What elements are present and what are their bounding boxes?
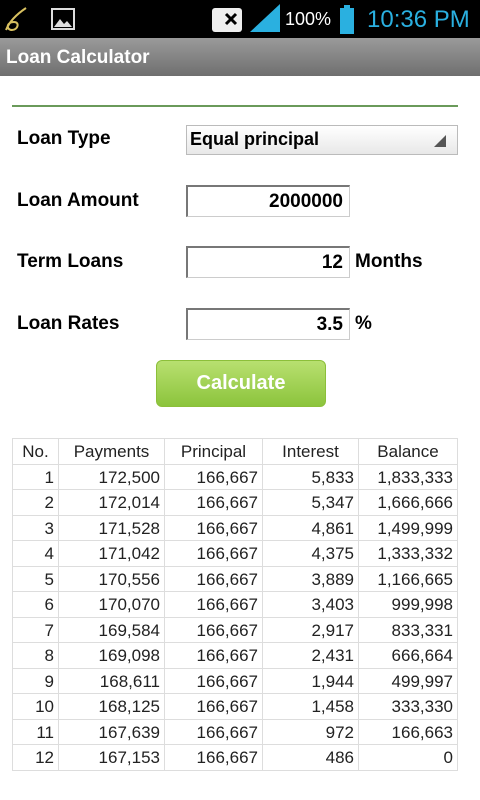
table-cell: 2 — [13, 490, 59, 516]
spinner-value: Equal principal — [190, 129, 320, 149]
table-cell: 167,153 — [59, 745, 165, 771]
table-cell: 166,667 — [165, 592, 263, 618]
table-cell: 8 — [13, 643, 59, 669]
table-cell: 166,667 — [165, 566, 263, 592]
column-header: Principal — [165, 439, 263, 465]
table-cell: 170,070 — [59, 592, 165, 618]
table-cell: 3,403 — [263, 592, 359, 618]
table-cell: 3,889 — [263, 566, 359, 592]
table-cell: 499,997 — [359, 668, 458, 694]
battery-percent: 100% — [285, 9, 332, 29]
status-icons — [5, 4, 354, 34]
app-title: Loan Calculator — [6, 47, 150, 68]
table-cell: 171,042 — [59, 541, 165, 567]
table-cell: 166,667 — [165, 668, 263, 694]
table-cell: 4,861 — [263, 515, 359, 541]
table-cell: 5,347 — [263, 490, 359, 516]
table-cell: 1,666,666 — [359, 490, 458, 516]
table-cell: 333,330 — [359, 694, 458, 720]
table-cell: 1,833,333 — [359, 464, 458, 490]
table-cell: 972 — [263, 719, 359, 745]
divider — [12, 105, 458, 107]
app-bar: Loan Calculator — [0, 38, 480, 76]
clock: 10:36 PM — [367, 6, 470, 33]
table-cell: 1,333,332 — [359, 541, 458, 567]
table-cell: 166,667 — [165, 490, 263, 516]
table-cell: 172,014 — [59, 490, 165, 516]
table-cell: 166,667 — [165, 515, 263, 541]
table-cell: 7 — [13, 617, 59, 643]
status-bar: 100% 10:36 PM — [0, 0, 480, 38]
table-cell: 166,667 — [165, 719, 263, 745]
table-cell: 4 — [13, 541, 59, 567]
schedule-table: No. Payments Principal Interest Balance 1 172,… — [12, 438, 458, 771]
spinner-arrow — [434, 135, 446, 147]
table-cell: 172,500 — [59, 464, 165, 490]
table-cell: 169,584 — [59, 617, 165, 643]
table-cell: 2,917 — [263, 617, 359, 643]
table-cell: 1 — [13, 464, 59, 490]
table-cell: 1,499,999 — [359, 515, 458, 541]
table-cell: 170,556 — [59, 566, 165, 592]
unit-label: Months — [355, 251, 423, 272]
table-cell: 166,667 — [165, 617, 263, 643]
table-cell: 1,166,665 — [359, 566, 458, 592]
table-cell: 166,667 — [165, 464, 263, 490]
table-cell: 0 — [359, 745, 458, 771]
rate-input[interactable]: 3.5 — [186, 308, 350, 340]
table-cell: 166,663 — [359, 719, 458, 745]
table-cell: 999,998 — [359, 592, 458, 618]
table-cell: 12 — [13, 745, 59, 771]
loan-amount-input[interactable]: 2000000 — [186, 185, 350, 217]
table-cell: 9 — [13, 668, 59, 694]
table-cell: 3 — [13, 515, 59, 541]
table-cell: 6 — [13, 592, 59, 618]
column-header: Payments — [59, 439, 165, 465]
table-cell: 833,331 — [359, 617, 458, 643]
form-label: Loan Amount — [17, 190, 139, 211]
column-header: Interest — [263, 439, 359, 465]
table-cell: 5,833 — [263, 464, 359, 490]
calculate-button[interactable]: Calculate — [156, 360, 326, 407]
table-cell: 2,431 — [263, 643, 359, 669]
table-cell: 166,667 — [165, 745, 263, 771]
table-cell: 1,944 — [263, 668, 359, 694]
table-cell: 486 — [263, 745, 359, 771]
table-cell: 167,639 — [59, 719, 165, 745]
form-label: Term Loans — [17, 251, 124, 272]
table-cell: 1,458 — [263, 694, 359, 720]
term-input[interactable]: 12 — [186, 246, 350, 278]
table-cell: 166,667 — [165, 694, 263, 720]
column-header: No. — [13, 439, 59, 465]
table-cell: 11 — [13, 719, 59, 745]
table-cell: 168,125 — [59, 694, 165, 720]
table-cell: 168,611 — [59, 668, 165, 694]
table-cell: 666,664 — [359, 643, 458, 669]
table-cell: 10 — [13, 694, 59, 720]
table-cell: 4,375 — [263, 541, 359, 567]
table-cell: 169,098 — [59, 643, 165, 669]
form-label: Loan Type — [17, 128, 111, 149]
column-header: Balance — [359, 439, 458, 465]
loan-type-spinner[interactable]: Equal principal — [186, 125, 458, 155]
table-cell: 5 — [13, 566, 59, 592]
form-label: Loan Rates — [17, 313, 120, 334]
unit-label: % — [355, 313, 372, 334]
table-cell: 171,528 — [59, 515, 165, 541]
table-cell: 166,667 — [165, 643, 263, 669]
table-cell: 166,667 — [165, 541, 263, 567]
